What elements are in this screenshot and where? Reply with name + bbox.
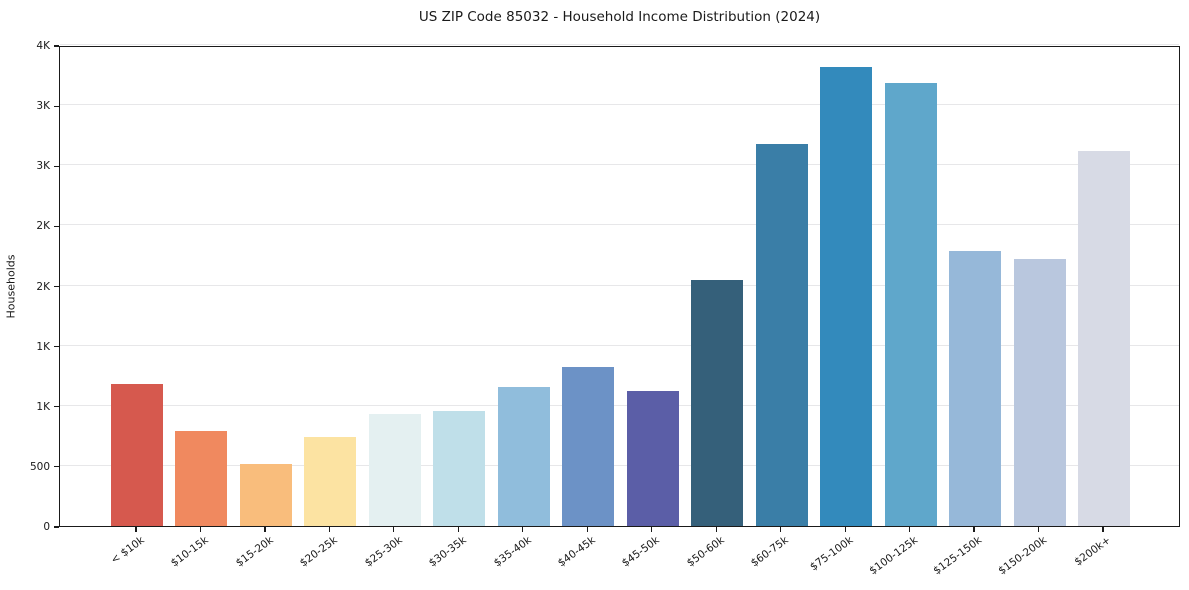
y-tick-mark xyxy=(54,466,59,468)
x-tick-mark xyxy=(457,527,459,532)
bar-$40-45k xyxy=(562,367,615,526)
x-tick-label: $45-50k xyxy=(620,534,663,570)
x-tick-label: $35-40k xyxy=(491,534,534,570)
chart-title: US ZIP Code 85032 - Household Income Dis… xyxy=(418,9,821,25)
x-tick-mark xyxy=(199,527,202,532)
bar-$35-40k xyxy=(497,386,550,526)
y-tick-label: 3K xyxy=(36,100,50,113)
x-tick-mark xyxy=(264,527,266,532)
bar-< $10k xyxy=(111,384,163,526)
x-tick-mark xyxy=(522,527,524,532)
gridline xyxy=(60,104,1179,106)
gridline xyxy=(60,224,1179,226)
x-tick-mark xyxy=(586,527,588,532)
gridline xyxy=(60,44,1179,45)
x-tick-label: $125-150k xyxy=(931,534,985,578)
bar-$150-200k xyxy=(1013,259,1066,526)
y-tick-mark xyxy=(54,45,59,47)
x-tick-mark xyxy=(909,527,911,532)
bar-$25-30k xyxy=(368,414,421,526)
x-tick-mark xyxy=(393,527,395,532)
x-tick-label: $100-125k xyxy=(867,534,921,578)
x-tick-label: $50-60k xyxy=(684,534,727,570)
bar-$10-15k xyxy=(175,431,228,526)
bar-$60-75k xyxy=(755,143,808,526)
gridline xyxy=(60,464,1179,466)
y-tick-label: 2K xyxy=(36,280,50,293)
x-tick-mark xyxy=(973,527,975,532)
plot-area xyxy=(59,44,1180,527)
x-tick-mark xyxy=(780,527,782,532)
y-tick-mark xyxy=(54,406,59,408)
x-tick-label: $40-45k xyxy=(555,534,598,570)
x-tick-label: $25-30k xyxy=(362,534,405,570)
y-tick-mark xyxy=(54,225,59,227)
x-tick-label: $200k+ xyxy=(1072,534,1114,569)
x-tick-mark xyxy=(715,527,717,532)
bar-$100-125k xyxy=(884,83,937,526)
x-tick-mark xyxy=(1102,527,1104,532)
gridline xyxy=(60,344,1179,346)
bar-$50-60k xyxy=(691,279,744,526)
x-tick-label: $75-100k xyxy=(808,534,856,574)
y-tick-mark xyxy=(54,346,59,348)
gridline xyxy=(60,164,1179,166)
x-tick-label: $15-20k xyxy=(233,534,276,570)
bar-$30-35k xyxy=(433,410,486,526)
y-tick-label: 0 xyxy=(43,521,50,533)
y-tick-mark xyxy=(54,285,59,288)
bar-$20-25k xyxy=(304,437,357,526)
bar-$15-20k xyxy=(239,464,292,526)
bar-$75-100k xyxy=(820,66,873,526)
bar-$200k+ xyxy=(1078,150,1130,526)
x-tick-label: < $10k xyxy=(108,534,147,567)
x-tick-mark xyxy=(1037,527,1040,532)
y-tick-label: 3K xyxy=(36,160,50,173)
y-tick-label: 500 xyxy=(29,460,50,473)
y-tick-label: 1K xyxy=(36,400,50,413)
gridline xyxy=(60,284,1179,286)
y-tick-label: 2K xyxy=(36,220,50,233)
x-tick-label: $30-35k xyxy=(426,534,469,570)
y-tick-mark xyxy=(54,165,59,167)
x-tick-mark xyxy=(328,527,330,532)
x-tick-mark xyxy=(651,527,653,532)
y-tick-label: 1K xyxy=(36,340,50,353)
gridline xyxy=(60,404,1179,406)
x-tick-mark xyxy=(844,527,846,532)
bar-$125-150k xyxy=(949,250,1002,526)
x-tick-label: $60-75k xyxy=(749,534,792,570)
x-tick-label: $150-200k xyxy=(996,534,1049,578)
bar-$45-50k xyxy=(626,391,679,526)
y-tick-mark xyxy=(54,526,59,528)
y-tick-mark xyxy=(54,105,59,107)
x-tick-mark xyxy=(135,527,137,532)
x-tick-label: $20-25k xyxy=(297,534,340,570)
x-tick-label: $10-15k xyxy=(168,534,211,570)
y-tick-label: 4K xyxy=(36,40,50,52)
